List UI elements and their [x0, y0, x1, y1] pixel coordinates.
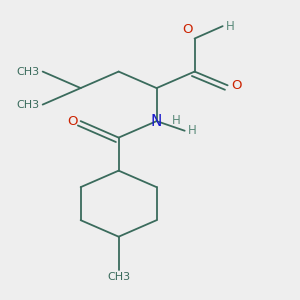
Text: CH3: CH3: [16, 67, 39, 76]
Text: O: O: [183, 23, 193, 36]
Text: O: O: [231, 79, 242, 92]
Text: CH3: CH3: [107, 272, 130, 283]
Text: H: H: [226, 20, 235, 33]
Text: N: N: [151, 114, 162, 129]
Text: O: O: [67, 115, 77, 128]
Text: H: H: [172, 114, 180, 127]
Text: H: H: [188, 124, 197, 137]
Text: CH3: CH3: [16, 100, 39, 110]
